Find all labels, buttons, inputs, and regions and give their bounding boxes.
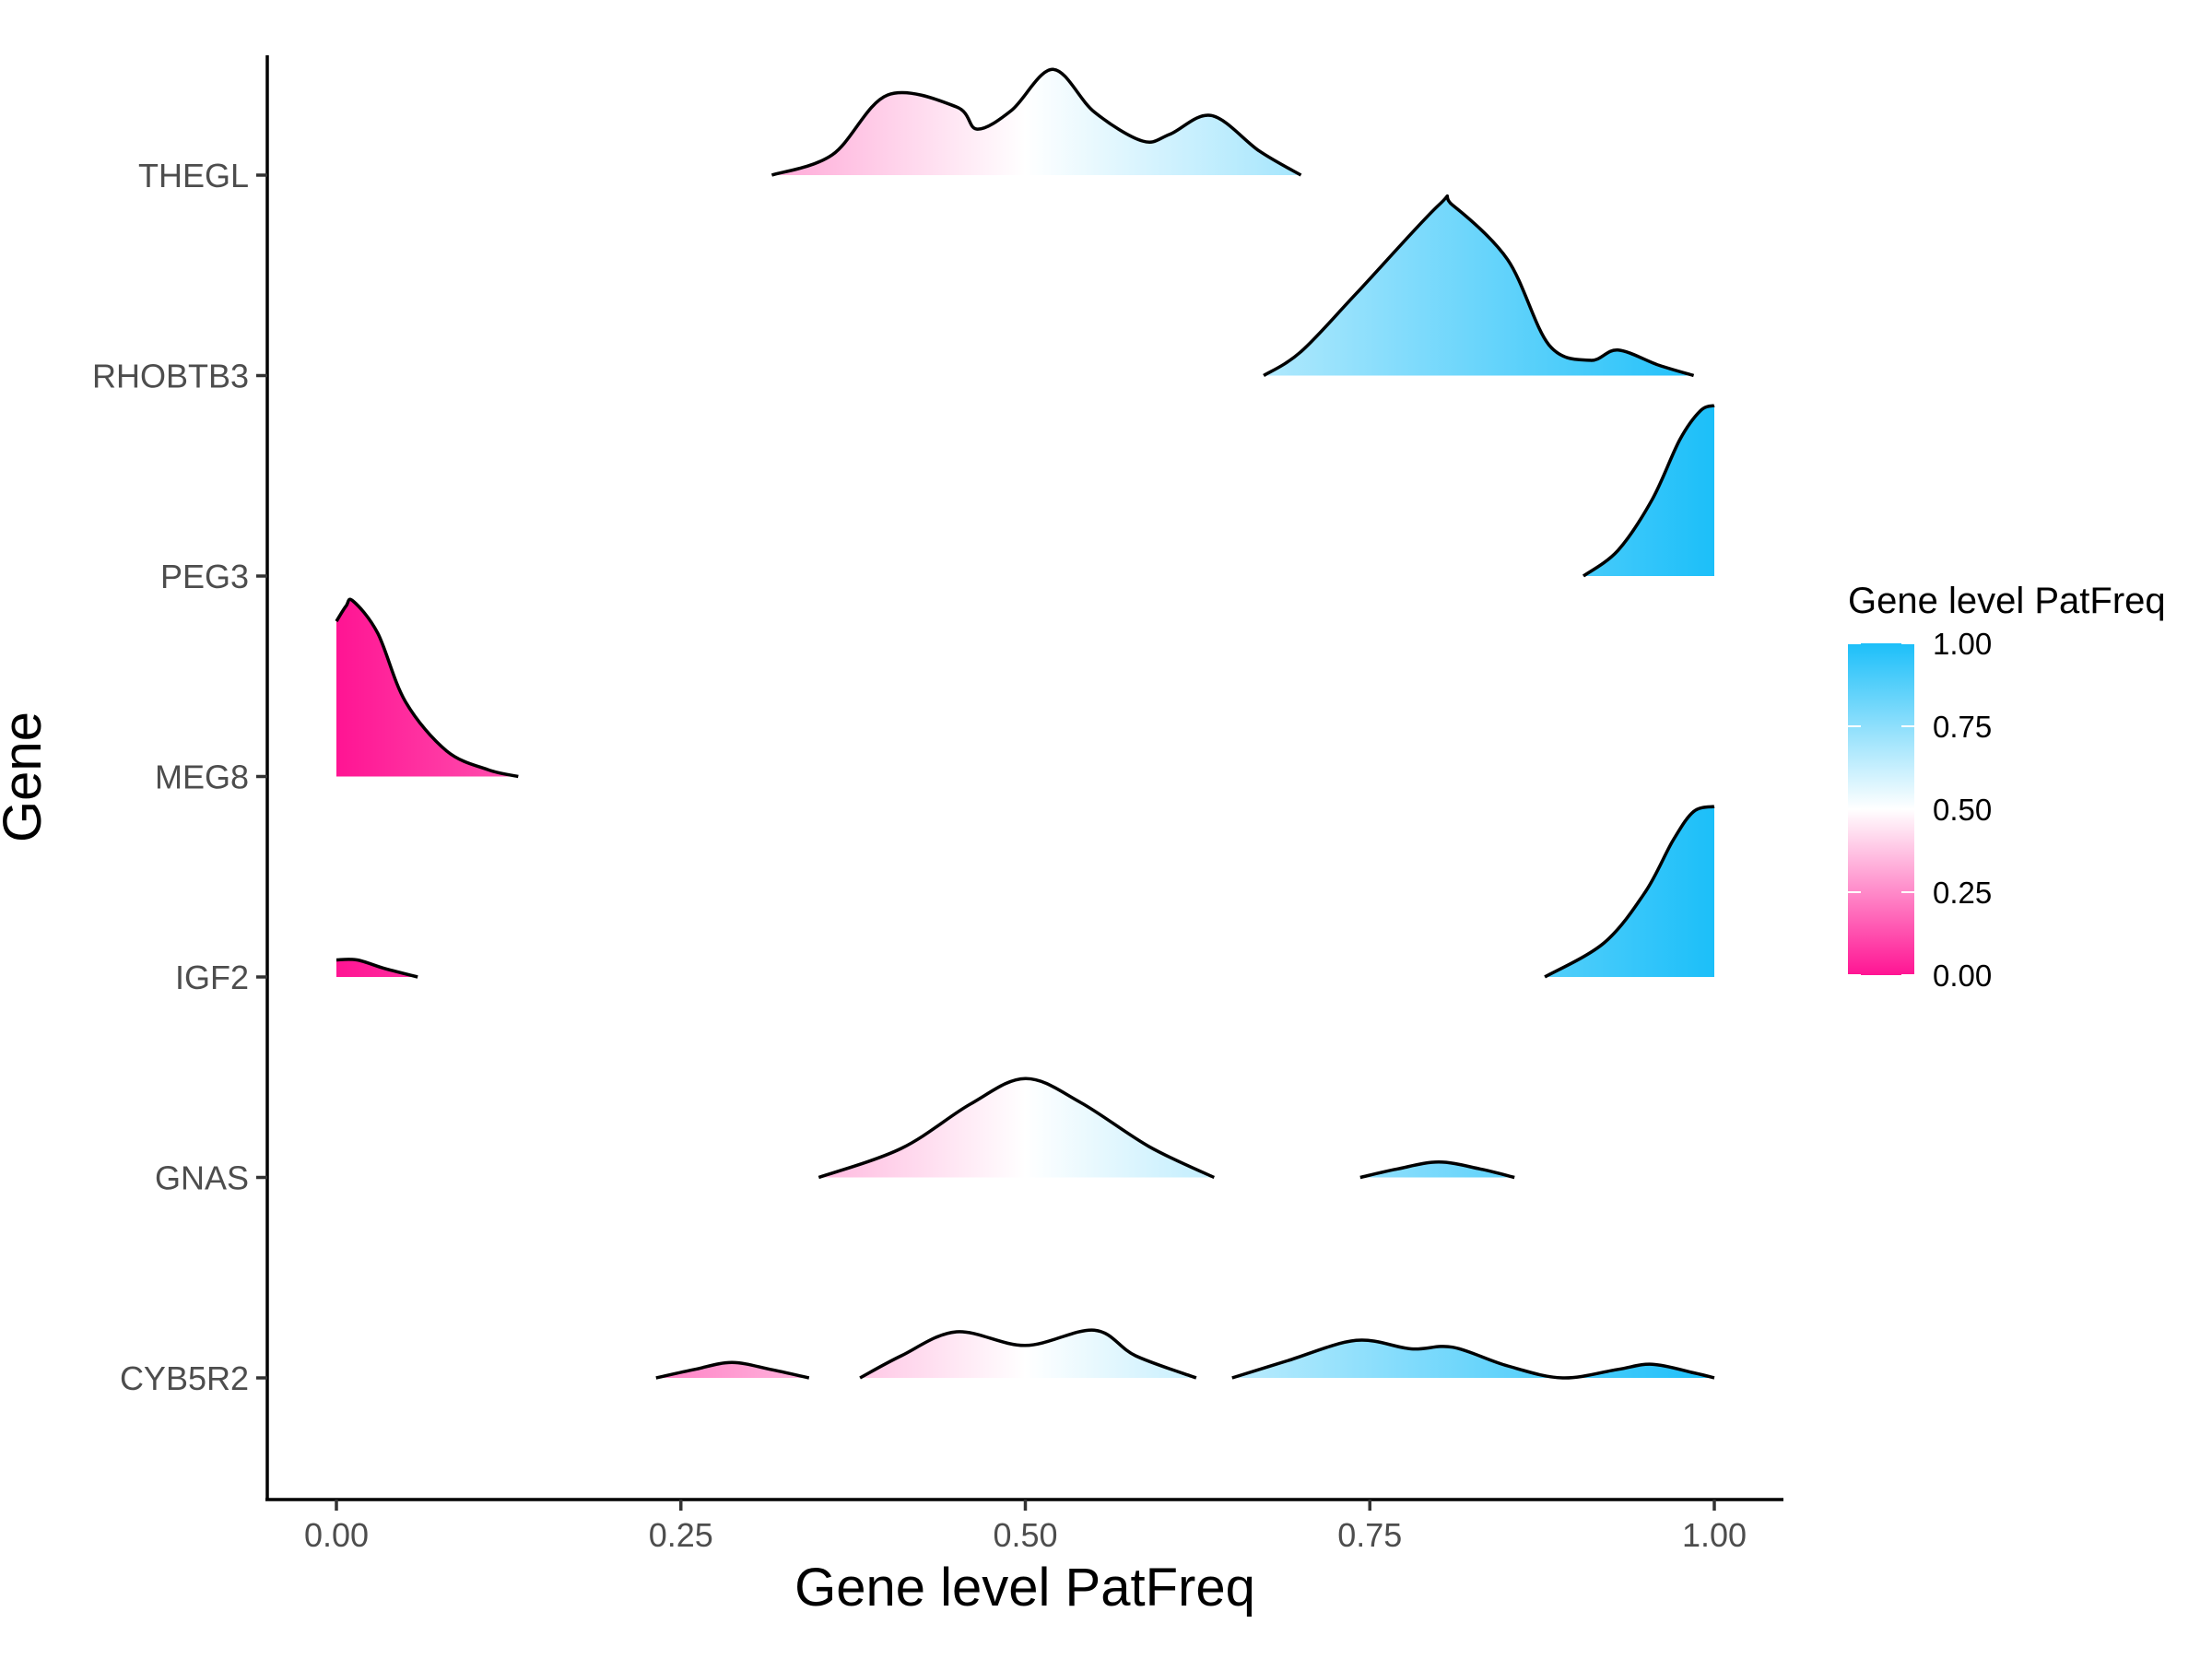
y-tick-label-gnas: GNAS <box>155 1159 249 1197</box>
ridge-gnas <box>818 1077 1515 1180</box>
ridge-line-gnas-2 <box>1359 1160 1515 1180</box>
ridge-area-meg8-1 <box>336 599 519 777</box>
y-tick-label-thegl: THEGL <box>138 157 249 194</box>
axes <box>265 55 1783 1501</box>
ridge-line-cyb5r2-3 <box>1231 1338 1715 1380</box>
ridge-area-cyb5r2-2 <box>860 1330 1196 1378</box>
ridge-area-cyb5r2-3 <box>1231 1339 1714 1379</box>
legend-ticks: 1.00 0.75 0.50 0.25 0.00 <box>1848 627 1992 993</box>
ridge-line-igf2-1 <box>335 958 418 979</box>
ridges <box>335 67 1715 1380</box>
ridge-line-igf2-2 <box>1544 805 1715 979</box>
ridge-igf2 <box>335 805 1715 979</box>
y-tick-label-cyb5r2: CYB5R2 <box>120 1359 249 1397</box>
ridge-area-gnas-1 <box>818 1078 1215 1178</box>
ridge-line-cyb5r2-2 <box>859 1328 1197 1380</box>
legend: Gene level PatFreq 1.00 0.75 0.50 0.25 0.00 <box>1848 581 2166 993</box>
y-tick-label-rhobtb3: RHOBTB3 <box>92 358 249 395</box>
x-tick-label-5: 1.00 <box>1682 1516 1747 1554</box>
legend-title: Gene level PatFreq <box>1848 581 2166 621</box>
y-tick-label-peg3: PEG3 <box>160 558 249 595</box>
x-ticks: 0.00 0.25 0.50 0.75 1.00 <box>304 1500 1747 1554</box>
legend-tick-label-4: 0.25 <box>1933 876 1992 910</box>
y-tick-label-igf2: IGF2 <box>175 959 249 996</box>
y-axis-title: Gene <box>0 712 53 842</box>
y-ticks: THEGL RHOBTB3 PEG3 MEG8 IGF2 GNAS CYB5R2 <box>92 157 267 1397</box>
ridge-area-rhobtb3-1 <box>1264 195 1694 376</box>
ridge-line-gnas-1 <box>818 1077 1216 1180</box>
ridge-line-rhobtb3-1 <box>1263 194 1695 378</box>
legend-tick-label-5: 0.00 <box>1933 959 1992 993</box>
ridge-area-gnas-2 <box>1359 1161 1515 1178</box>
ridge-area-igf2-2 <box>1545 806 1714 977</box>
x-tick-label-4: 0.75 <box>1337 1516 1402 1554</box>
ridge-line-peg3-1 <box>1582 404 1715 578</box>
legend-tick-label-1: 1.00 <box>1933 627 1992 661</box>
x-axis-title: Gene level PatFreq <box>794 1558 1255 1618</box>
ridge-line-meg8-1 <box>335 597 519 779</box>
ridge-line-thegl-1 <box>771 67 1302 177</box>
ridge-line-cyb5r2-1 <box>655 1360 810 1380</box>
x-tick-label-3: 0.50 <box>993 1516 1057 1554</box>
ridge-rhobtb3 <box>1263 194 1695 378</box>
legend-tick-label-2: 0.75 <box>1933 710 1992 744</box>
ridge-area-peg3-1 <box>1583 406 1714 576</box>
ridge-peg3 <box>1582 404 1715 578</box>
x-tick-label-2: 0.25 <box>649 1516 713 1554</box>
legend-tick-label-3: 0.50 <box>1933 793 1992 827</box>
x-tick-label-1: 0.00 <box>304 1516 369 1554</box>
ridge-area-thegl-1 <box>771 69 1301 175</box>
y-tick-label-meg8: MEG8 <box>155 759 249 796</box>
ridge-meg8 <box>335 597 519 779</box>
ridge-thegl <box>771 67 1302 177</box>
ridge-area-cyb5r2-1 <box>655 1362 809 1378</box>
ridge-cyb5r2 <box>655 1328 1715 1380</box>
